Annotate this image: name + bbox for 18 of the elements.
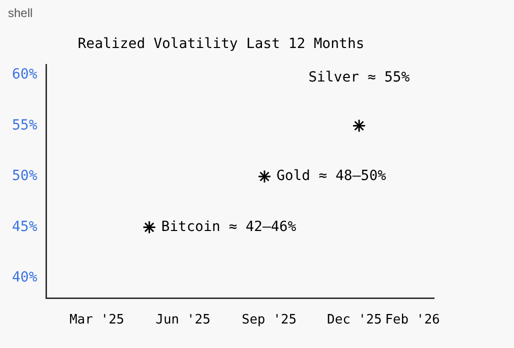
y-tick-label: 45%: [12, 218, 38, 235]
point: [258, 170, 272, 184]
x-tick-label: Feb '26: [385, 312, 440, 328]
annotation: Bitcoin ≈ 42–46%: [161, 218, 297, 235]
y-tick-label: 40%: [12, 270, 38, 286]
y-tick-label: 50%: [12, 168, 38, 184]
x-tick-label: Mar '25: [69, 312, 124, 328]
point: [142, 220, 156, 234]
y-tick-label: 60%: [12, 66, 38, 83]
text: shell: [8, 6, 33, 20]
chart-title: Realized Volatility Last 12 Months: [78, 36, 364, 52]
annotation: Silver ≈ 55%: [308, 69, 410, 86]
x-tick-label: Sep '25: [242, 312, 297, 328]
y-tick-label: 55%: [12, 117, 38, 134]
point: [352, 118, 366, 132]
x-tick-label: Jun '25: [156, 312, 210, 328]
annotation: Gold ≈ 48–50%: [276, 168, 387, 184]
x-tick-label: Dec '25: [327, 312, 382, 328]
